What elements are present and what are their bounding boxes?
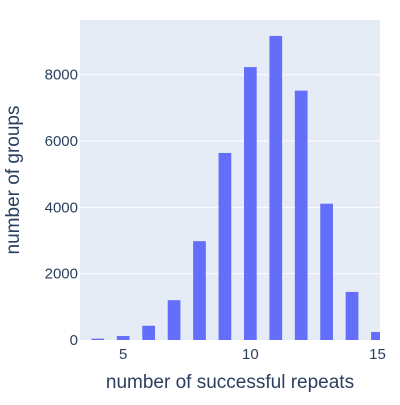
bar — [167, 300, 181, 340]
y-tick-label: 2000 — [45, 266, 78, 283]
y-tick-label: 4000 — [45, 199, 78, 216]
x-axis-title: number of successful repeats — [106, 372, 354, 393]
bar — [345, 291, 359, 340]
bar — [371, 332, 380, 340]
bars — [91, 35, 380, 341]
x-axis-ticks: 5 10 15 — [119, 346, 386, 363]
y-axis-ticks: 0 2000 4000 6000 8000 — [45, 67, 78, 349]
x-tick-label: 5 — [119, 346, 127, 363]
x-tick-label: 10 — [242, 346, 259, 363]
y-axis-title: number of groups — [3, 106, 24, 255]
bar — [91, 338, 105, 340]
bar — [218, 152, 232, 340]
bar — [269, 35, 283, 340]
bar — [243, 67, 257, 341]
y-tick-label: 0 — [70, 332, 78, 349]
y-tick-label: 6000 — [45, 133, 78, 150]
y-tick-label: 8000 — [45, 67, 78, 84]
bar — [193, 241, 206, 340]
bar — [142, 325, 155, 340]
x-tick-label: 15 — [369, 346, 386, 363]
bar — [116, 336, 130, 340]
bar — [320, 203, 333, 340]
bar — [294, 90, 308, 340]
